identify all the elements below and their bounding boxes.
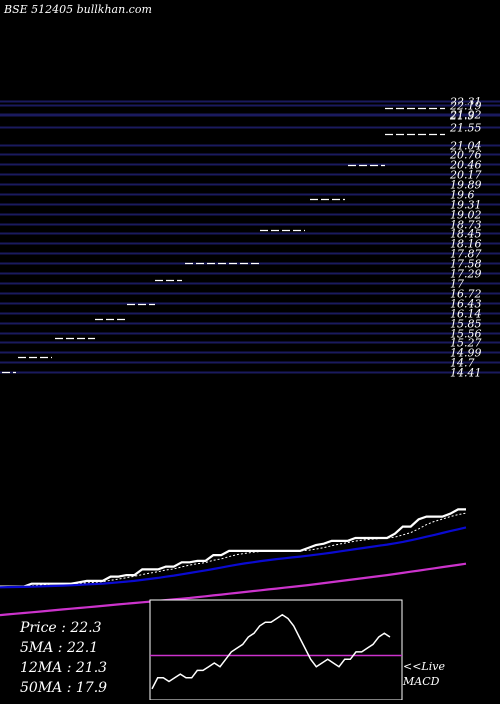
price-level-label: 20.46 <box>449 159 482 172</box>
legend: Price : 22.3 5MA : 22.1 12MA : 21.3 50MA… <box>20 618 107 698</box>
price-level-label: 17.87 <box>450 248 482 261</box>
series-line-50ma <box>0 562 467 617</box>
price-level-label: 16.72 <box>450 288 482 301</box>
price-level-label: 21.04 <box>449 140 482 153</box>
macd-panel <box>149 599 403 701</box>
chart-title: BSE 512405 bullkhan.com <box>4 3 152 16</box>
price-level-label: 18.16 <box>450 238 482 251</box>
price-level-label: 16.14 <box>450 308 482 321</box>
price-level-label: 14.41 <box>450 367 482 380</box>
price-level-label: 15.27 <box>450 337 482 350</box>
price-level-label: 14.7 <box>450 357 475 370</box>
series-line-12ma <box>0 526 467 589</box>
ma12-value: 12MA : 21.3 <box>20 660 108 676</box>
macd-live-label: <<Live <box>403 660 445 673</box>
price-level-label: 15.56 <box>450 328 482 341</box>
price-level-label: 20.17 <box>449 169 482 182</box>
price-level-label: 14.99 <box>450 347 482 360</box>
price-level-label: 15.85 <box>450 318 482 331</box>
price-level-label: 19.02 <box>450 209 482 222</box>
price-level-label: 19.31 <box>450 199 482 212</box>
price-level-label: 17 <box>450 278 464 291</box>
macd-line <box>151 613 391 690</box>
macd-label: <<Live MACD <box>403 659 445 689</box>
series-line-5ma <box>0 512 467 588</box>
price-level-label: 17.58 <box>450 258 482 271</box>
price-level-label: 21.55 <box>449 122 482 135</box>
price-level-label: 16.43 <box>450 298 482 311</box>
price-level-label: 21.92 <box>449 109 482 122</box>
price-level-label: 20.76 <box>449 149 482 162</box>
series-line-price <box>0 508 466 588</box>
price-level-label: 17.29 <box>450 268 482 281</box>
price-level-label: 18.45 <box>450 228 482 241</box>
ma50-value: 50MA : 17.9 <box>20 680 108 696</box>
ma5-value: 5MA : 22.1 <box>20 640 99 656</box>
price-level-label: 21.9 <box>449 110 475 123</box>
price-level-label: 22.19 <box>449 100 482 113</box>
price-level-label: 19.89 <box>450 179 482 192</box>
price-level-label: 19.6 <box>450 189 475 202</box>
price-value: Price : 22.3 <box>20 620 102 636</box>
macd-name-label: MACD <box>403 675 440 688</box>
price-level-label: 18.73 <box>450 219 482 232</box>
